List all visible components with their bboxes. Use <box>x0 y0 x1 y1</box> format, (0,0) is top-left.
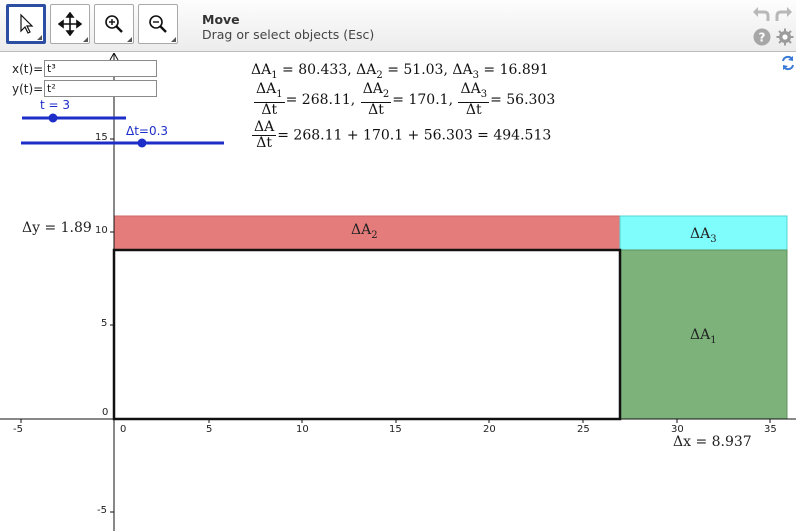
y-tick-label: 10 <box>95 225 108 236</box>
x-function-input[interactable] <box>44 60 157 77</box>
x-tick-label: -5 <box>13 424 23 435</box>
x-function-label: x(t)= <box>12 62 44 76</box>
region-delta-a1[interactable] <box>619 249 788 420</box>
zoom-in-button[interactable] <box>94 4 134 44</box>
delta-y-label: Δy = 1.89 <box>22 220 92 236</box>
dt-slider-label: Δt=0.3 <box>126 124 169 138</box>
y-axis-arrow <box>109 53 119 61</box>
area-rates-text: ΔA1 Δt = 268.11, ΔA2 Δt = 170.1, ΔA3 Δt = 56.3… <box>254 81 556 118</box>
zoom-out-icon <box>149 15 167 33</box>
y-axis-tick-marks <box>110 138 114 513</box>
redo-icon <box>775 7 792 21</box>
delta-x-label: Δx = 8.937 <box>673 434 752 450</box>
svg-text:?: ? <box>759 31 766 45</box>
region-delta-a3[interactable] <box>619 215 788 251</box>
graphics-view[interactable]: -5 0 5 10 15 20 25 30 35 15 10 5 0 -5 x(… <box>0 53 796 531</box>
t-slider-handle[interactable] <box>48 113 58 123</box>
base-rectangle[interactable] <box>112 248 622 421</box>
x-tick-label: 25 <box>577 424 590 435</box>
graphics-canvas[interactable] <box>0 53 796 531</box>
dt-slider-handle[interactable] <box>137 138 147 148</box>
move-tool-button[interactable] <box>6 4 46 44</box>
y-function-label: y(t)= <box>12 82 44 96</box>
delta-a1-label: ΔA1 <box>690 327 717 346</box>
delta-a2-label: ΔA2 <box>351 222 378 241</box>
y-tick-label: 15 <box>95 132 108 143</box>
x-tick-label: 30 <box>671 424 684 435</box>
delta-a3-label: ΔA3 <box>690 226 717 245</box>
delta-areas-text: ΔA1 = 80.433, ΔA2 = 51.03, ΔA3 = 16.891 <box>251 62 549 81</box>
x-tick-label: 5 <box>206 424 213 435</box>
refresh-view-button[interactable] <box>780 55 796 71</box>
move-graphics-view-button[interactable] <box>50 4 90 44</box>
settings-button[interactable] <box>775 27 795 47</box>
tool-help-text: Drag or select objects (Esc) <box>202 27 375 42</box>
redo-button[interactable] <box>774 5 794 25</box>
settings-icon <box>776 28 794 46</box>
y-tick-label: -5 <box>97 505 107 516</box>
cursor-arrow-icon <box>20 13 34 34</box>
zoom-in-icon <box>105 15 123 33</box>
four-way-arrows-icon <box>58 12 82 36</box>
y-function-input[interactable] <box>44 80 157 97</box>
x-tick-label: 0 <box>120 424 127 435</box>
x-tick-label: 20 <box>483 424 496 435</box>
tool-name: Move <box>202 12 240 27</box>
undo-icon <box>753 7 770 21</box>
help-button[interactable]: ? <box>752 27 772 47</box>
refresh-view-icon <box>782 55 794 71</box>
toolbar: Move Drag or select objects (Esc) ? <box>0 0 796 52</box>
t-slider-label: t = 3 <box>40 98 71 112</box>
total-rate-text: ΔA Δt = 268.11 + 170.1 + 56.303 = 494.513 <box>252 119 552 151</box>
y-tick-label: 5 <box>101 318 108 329</box>
x-axis-tick-marks <box>20 419 771 423</box>
zoom-out-button[interactable] <box>138 4 178 44</box>
x-tick-label: 10 <box>296 424 309 435</box>
undo-button[interactable] <box>751 5 771 25</box>
x-tick-label: 35 <box>764 424 777 435</box>
x-tick-label: 15 <box>389 424 402 435</box>
y-tick-label: 0 <box>102 407 109 418</box>
help-icon: ? <box>753 28 771 46</box>
